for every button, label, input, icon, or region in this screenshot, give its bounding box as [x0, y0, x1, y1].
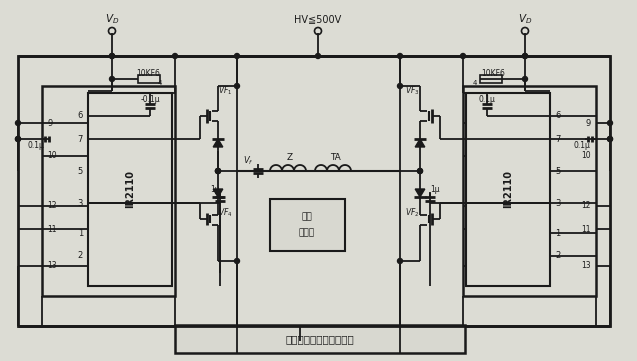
Text: 11: 11: [582, 225, 591, 234]
Text: 10: 10: [582, 152, 591, 161]
Circle shape: [215, 169, 220, 174]
Text: 5: 5: [78, 166, 83, 175]
Text: 3: 3: [555, 199, 561, 208]
Text: 1μ: 1μ: [430, 184, 440, 193]
Circle shape: [397, 258, 403, 264]
Circle shape: [215, 169, 220, 174]
Text: 7: 7: [78, 135, 83, 144]
Bar: [88, 93, 172, 286]
Text: IR2110: IR2110: [125, 170, 135, 209]
Polygon shape: [415, 139, 425, 147]
Circle shape: [110, 77, 115, 82]
Text: 2: 2: [555, 252, 561, 261]
Circle shape: [461, 53, 466, 58]
Circle shape: [417, 169, 422, 174]
Text: 4: 4: [473, 80, 477, 86]
Text: 9: 9: [586, 118, 591, 127]
Text: 2: 2: [78, 252, 83, 261]
Circle shape: [417, 169, 422, 174]
Circle shape: [234, 53, 240, 58]
Text: 12: 12: [47, 201, 57, 210]
Text: $V_D$: $V_D$: [105, 12, 119, 26]
Bar: [466, 93, 550, 286]
Circle shape: [15, 136, 20, 142]
Text: 12: 12: [582, 201, 591, 210]
Bar: [463, 86, 596, 296]
Circle shape: [315, 53, 320, 58]
Circle shape: [397, 53, 403, 58]
Circle shape: [15, 136, 20, 142]
Text: TA: TA: [329, 152, 340, 161]
Circle shape: [110, 53, 115, 58]
Bar: [138, 75, 160, 83]
Circle shape: [608, 136, 613, 142]
Text: 6: 6: [78, 112, 83, 121]
Text: HV≦500V: HV≦500V: [294, 14, 341, 24]
Circle shape: [608, 121, 613, 126]
Text: 0.1μ: 0.1μ: [27, 142, 44, 151]
Text: 3: 3: [78, 199, 83, 208]
Polygon shape: [213, 189, 223, 197]
Text: 6: 6: [555, 112, 561, 121]
Circle shape: [608, 136, 613, 142]
Text: 1μ: 1μ: [210, 184, 220, 193]
Text: 0.1μ: 0.1μ: [573, 142, 590, 151]
Circle shape: [522, 53, 527, 58]
Polygon shape: [415, 189, 425, 197]
Text: $V_D$: $V_D$: [518, 12, 532, 26]
Text: 过电: 过电: [302, 213, 312, 222]
Circle shape: [522, 53, 527, 58]
Text: 1: 1: [78, 229, 83, 238]
Text: IR2110: IR2110: [503, 170, 513, 209]
Text: $VF_4$: $VF_4$: [218, 207, 233, 219]
Bar: [175, 325, 465, 353]
Bar: [480, 75, 502, 83]
Circle shape: [397, 83, 403, 88]
Text: -0.1μ: -0.1μ: [140, 95, 160, 104]
Text: $VF_3$: $VF_3$: [404, 85, 419, 97]
Text: 7: 7: [555, 135, 561, 144]
Text: 控制脉冲形成及闭环调节: 控制脉冲形成及闭环调节: [285, 334, 354, 344]
Polygon shape: [213, 139, 223, 147]
Text: 0.1μ: 0.1μ: [478, 95, 496, 104]
Bar: [270, 199, 345, 251]
Text: 11: 11: [47, 225, 57, 234]
Polygon shape: [290, 341, 310, 353]
Text: 1: 1: [555, 229, 561, 238]
Circle shape: [522, 77, 527, 82]
Text: 5: 5: [555, 166, 561, 175]
Text: 4: 4: [158, 80, 162, 86]
Circle shape: [15, 121, 20, 126]
Circle shape: [173, 53, 178, 58]
Circle shape: [110, 53, 115, 58]
Text: $V_f$: $V_f$: [243, 155, 254, 167]
Text: $VF_2$: $VF_2$: [404, 207, 419, 219]
Text: Z: Z: [287, 152, 293, 161]
Text: 10: 10: [47, 152, 57, 161]
Circle shape: [234, 83, 240, 88]
Text: $VF_1$: $VF_1$: [218, 85, 233, 97]
Bar: [42, 86, 175, 296]
Circle shape: [234, 258, 240, 264]
Text: 9: 9: [47, 118, 52, 127]
Text: 流保护: 流保护: [299, 229, 315, 238]
Text: 10KF6: 10KF6: [481, 69, 505, 78]
Circle shape: [215, 169, 220, 174]
Text: 13: 13: [582, 261, 591, 270]
Bar: [18, 56, 610, 326]
Text: 10KF6: 10KF6: [136, 69, 160, 78]
Text: 13: 13: [47, 261, 57, 270]
